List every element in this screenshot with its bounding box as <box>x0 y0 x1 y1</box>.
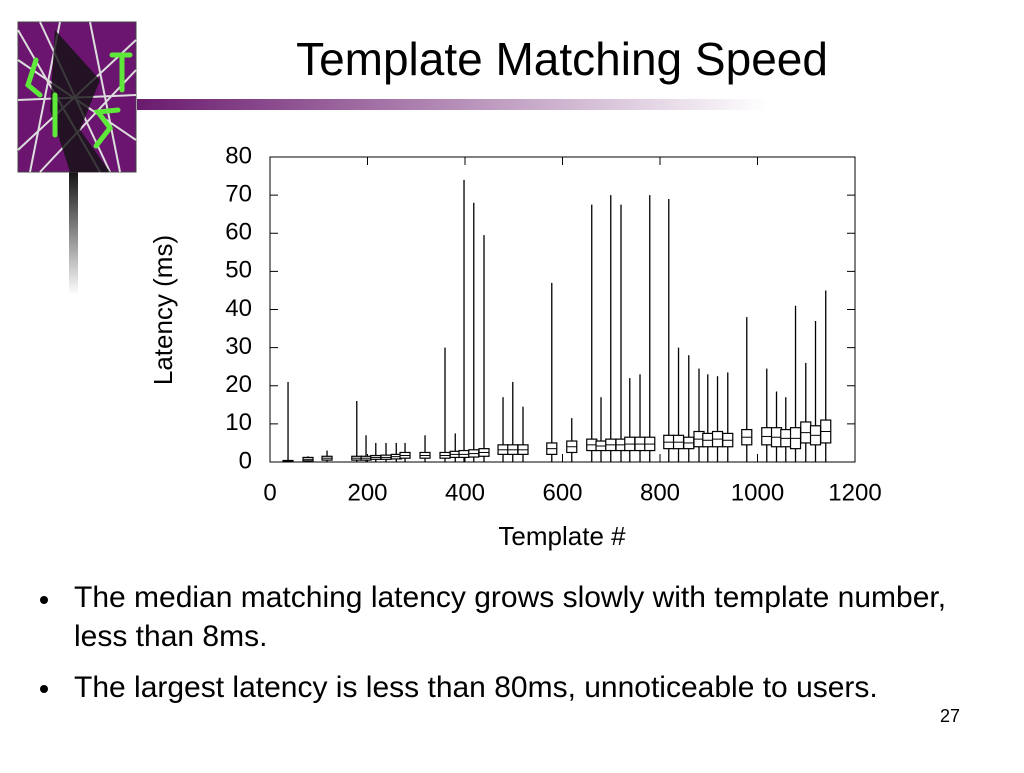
y-tick-label: 0 <box>239 447 252 474</box>
x-tick-label: 1200 <box>828 479 881 506</box>
x-axis-label: Template # <box>498 521 626 551</box>
x-tick-label: 400 <box>445 479 485 506</box>
x-tick-label: 1000 <box>731 479 784 506</box>
y-tick-label: 80 <box>225 142 252 169</box>
title-rule <box>137 99 767 110</box>
slide-title: Template Matching Speed <box>296 33 828 85</box>
x-tick-label: 200 <box>347 479 387 506</box>
y-tick-label: 10 <box>225 409 252 436</box>
y-tick-label: 20 <box>225 371 252 398</box>
bullet-dot <box>40 596 48 604</box>
bullet-text: The largest latency is less than 80ms, u… <box>74 671 878 704</box>
y-tick-label: 50 <box>225 257 252 284</box>
y-tick-label: 60 <box>225 219 252 246</box>
x-tick-label: 0 <box>263 479 276 506</box>
y-tick-label: 70 <box>225 180 252 207</box>
bullet-box: The median matching latency grows slowly… <box>74 581 947 653</box>
y-tick-label: 30 <box>225 333 252 360</box>
bullet-text: The median matching latency grows slowly… <box>74 581 947 653</box>
page-number: 27 <box>940 706 960 726</box>
logo <box>17 21 137 173</box>
y-tick-label: 40 <box>225 295 252 322</box>
y-axis-label: Latency (ms) <box>148 235 178 385</box>
bullet-dot <box>40 685 48 693</box>
x-tick-label: 800 <box>640 479 680 506</box>
side-rule <box>69 170 78 295</box>
x-tick-label: 600 <box>542 479 582 506</box>
